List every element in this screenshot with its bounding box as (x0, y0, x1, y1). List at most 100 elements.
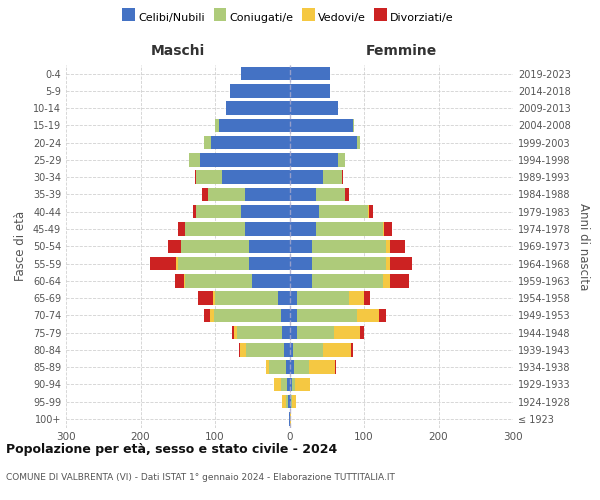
Bar (297, 292, 349, 305)
Bar (248, 240, 290, 253)
Bar (219, 118, 290, 132)
Bar (193, 205, 196, 218)
Bar (290, 67, 331, 80)
Bar (290, 118, 353, 132)
Bar (290, 378, 292, 391)
Bar (241, 67, 290, 80)
Bar (356, 136, 360, 149)
Text: Femmine: Femmine (365, 44, 437, 58)
Bar (223, 170, 290, 184)
Bar (252, 274, 290, 287)
Bar (316, 188, 346, 201)
Bar (290, 153, 338, 166)
Bar (287, 378, 290, 391)
Bar (214, 308, 281, 322)
Bar (200, 153, 290, 166)
Bar (323, 170, 341, 184)
Bar (312, 257, 386, 270)
Bar (284, 343, 290, 356)
Bar (290, 292, 297, 305)
Bar (238, 326, 282, 340)
Bar (282, 326, 290, 340)
Bar (386, 240, 390, 253)
Bar (274, 378, 281, 391)
Bar (178, 222, 185, 235)
Text: COMUNE DI VALBRENTA (VI) - Dati ISTAT 1° gennaio 2024 - Elaborazione TUTTITALIA.: COMUNE DI VALBRENTA (VI) - Dati ISTAT 1°… (6, 472, 395, 482)
Bar (356, 308, 379, 322)
Bar (245, 188, 290, 201)
Bar (353, 118, 355, 132)
Bar (352, 343, 353, 356)
Bar (204, 308, 210, 322)
Bar (168, 240, 181, 253)
Bar (364, 292, 370, 305)
Bar (290, 257, 312, 270)
Bar (248, 257, 290, 270)
Bar (269, 360, 286, 374)
Bar (246, 343, 284, 356)
Bar (297, 326, 334, 340)
Bar (196, 205, 241, 218)
Bar (195, 170, 196, 184)
Bar (290, 308, 297, 322)
Bar (290, 343, 293, 356)
Bar (290, 240, 312, 253)
Bar (291, 395, 292, 408)
Bar (292, 378, 295, 391)
Bar (312, 274, 383, 287)
Bar (185, 222, 245, 235)
Bar (184, 274, 185, 287)
Bar (297, 308, 356, 322)
Bar (349, 292, 364, 305)
Bar (175, 274, 184, 287)
Bar (286, 395, 288, 408)
Bar (290, 188, 316, 201)
Bar (290, 205, 319, 218)
Bar (266, 360, 269, 374)
Bar (290, 326, 297, 340)
Text: Popolazione per età, sesso e stato civile - 2024: Popolazione per età, sesso e stato civil… (6, 442, 337, 456)
Bar (334, 326, 360, 340)
Bar (335, 360, 337, 374)
Bar (185, 274, 252, 287)
Bar (215, 292, 278, 305)
Bar (204, 136, 211, 149)
Bar (196, 170, 223, 184)
Bar (226, 102, 290, 115)
Bar (210, 308, 214, 322)
Bar (294, 360, 309, 374)
Bar (239, 343, 241, 356)
Bar (215, 118, 219, 132)
Bar (290, 412, 291, 426)
Bar (233, 326, 238, 340)
Bar (390, 274, 409, 287)
Text: Maschi: Maschi (151, 44, 205, 58)
Bar (211, 136, 290, 149)
Bar (316, 222, 383, 235)
Bar (368, 205, 369, 218)
Bar (213, 292, 215, 305)
Bar (312, 240, 386, 253)
Bar (390, 240, 405, 253)
Bar (290, 102, 338, 115)
Bar (360, 326, 364, 340)
Bar (290, 274, 312, 287)
Bar (281, 308, 290, 322)
Bar (241, 205, 290, 218)
Bar (288, 395, 290, 408)
Bar (278, 292, 290, 305)
Y-axis label: Fasce di età: Fasce di età (14, 211, 27, 282)
Y-axis label: Anni di nascita: Anni di nascita (577, 202, 590, 290)
Bar (202, 188, 208, 201)
Bar (230, 84, 290, 98)
Bar (282, 395, 286, 408)
Bar (241, 343, 246, 356)
Bar (379, 308, 386, 322)
Bar (290, 222, 316, 235)
Bar (369, 205, 373, 218)
Bar (383, 274, 390, 287)
Bar (341, 170, 343, 184)
Bar (290, 136, 356, 149)
Bar (189, 153, 200, 166)
Bar (290, 360, 294, 374)
